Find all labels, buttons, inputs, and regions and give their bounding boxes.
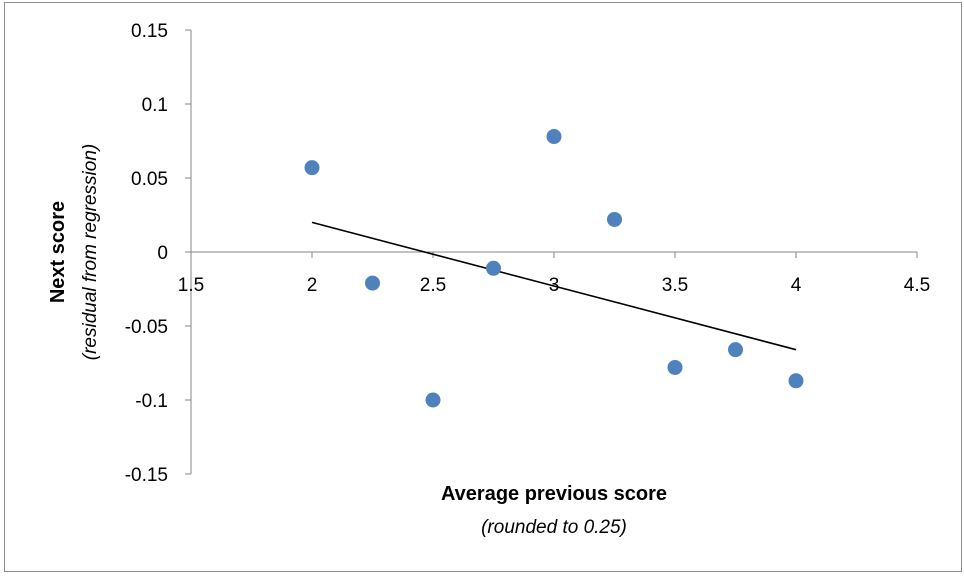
y-tick-label: 0.05 [131,169,168,190]
y-tick-label: 0.15 [131,21,168,42]
x-tick-label: 1.5 [178,275,204,296]
data-point [607,211,622,227]
x-ticks-group: 1.522.533.544.5 [178,252,930,296]
y-tick-label: 0 [157,243,168,264]
x-axis-title: Average previous score [441,483,667,505]
x-tick-label: 3.5 [662,275,688,296]
y-ticks-group: 0.15 0.1 0.05 0 -0.05 -0.1 -0.15 [125,21,191,486]
data-point [546,129,562,145]
data-point [788,373,804,389]
y-axis-subtitle: (residual from regression) [80,144,101,360]
x-axis-subtitle: (rounded to 0.25) [481,517,627,538]
trendline-group [311,221,797,351]
data-point [365,275,380,291]
x-tick-label: 4 [791,275,802,296]
x-tick-label: 2.5 [420,275,446,296]
y-tick-label: -0.15 [125,465,168,486]
y-tick-label: -0.05 [125,317,168,338]
x-tick-label: 2 [307,275,318,296]
x-tick-label: 4.5 [904,275,930,296]
data-point [304,160,320,176]
y-axis-title: Next score [47,201,69,303]
y-tick-label: -0.1 [135,391,168,412]
data-point [486,260,501,276]
data-point [425,392,441,408]
chart-frame [4,2,962,572]
data-point [667,359,683,375]
trendline [311,221,797,351]
data-point [728,342,743,358]
y-tick-label: 0.1 [142,95,168,116]
points-group [304,129,804,408]
